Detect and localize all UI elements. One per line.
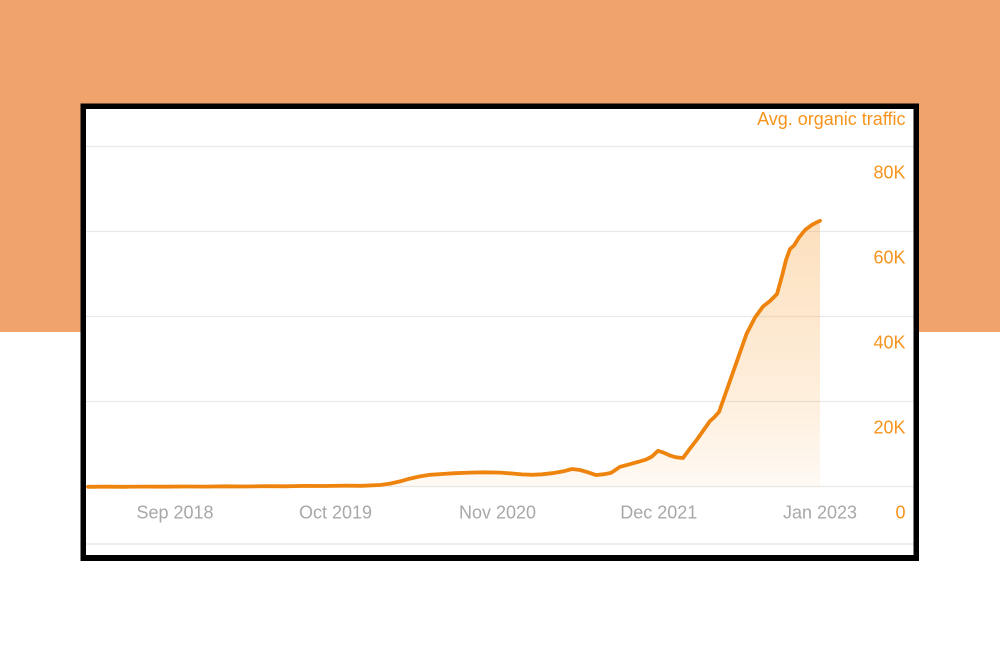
- svg-text:Nov 2020: Nov 2020: [459, 503, 536, 523]
- svg-text:0: 0: [895, 503, 905, 523]
- svg-text:Sep 2018: Sep 2018: [136, 503, 213, 523]
- svg-text:80K: 80K: [873, 163, 905, 183]
- svg-text:Dec 2021: Dec 2021: [620, 503, 697, 523]
- svg-text:20K: 20K: [873, 418, 905, 438]
- svg-text:Oct 2019: Oct 2019: [299, 503, 372, 523]
- svg-text:60K: 60K: [873, 248, 905, 268]
- svg-text:Jan 2023: Jan 2023: [783, 503, 857, 523]
- svg-text:Avg. organic traffic: Avg. organic traffic: [757, 109, 905, 129]
- svg-text:40K: 40K: [873, 333, 905, 353]
